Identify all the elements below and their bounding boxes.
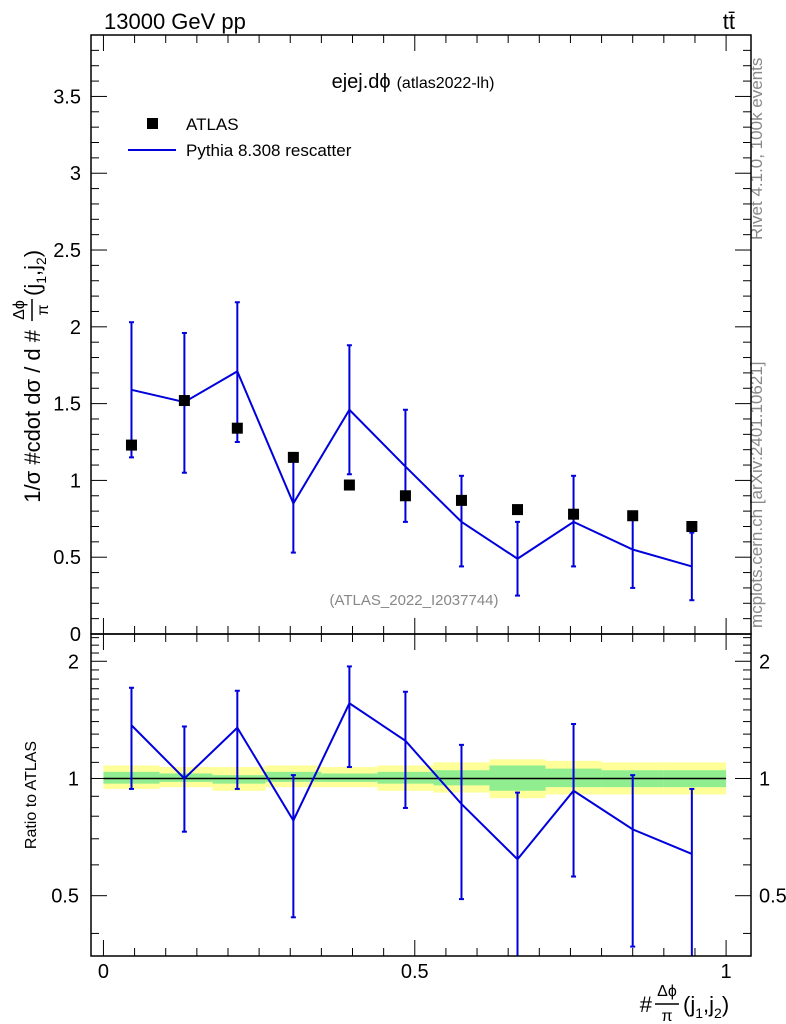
ratio-ytick-label-right: 1 xyxy=(759,768,770,790)
svg-text:Δϕ: Δϕ xyxy=(11,300,28,320)
main-ytick-label: 0 xyxy=(70,624,81,646)
atlas-data-point xyxy=(287,451,299,463)
atlas-data-point xyxy=(455,494,467,506)
main-ytick-label: 2.5 xyxy=(53,240,81,262)
energy-label: 13000 GeV pp xyxy=(104,9,246,34)
xaxis-label: # Δϕ π (j1,j2) xyxy=(640,983,729,1024)
svg-text:(j1,j2): (j1,j2) xyxy=(20,250,49,296)
ratio-plot-frame xyxy=(90,633,752,957)
atlas-data-point xyxy=(125,439,137,451)
process-label: tt̄ xyxy=(723,9,735,34)
main-ytick-label: 0.5 xyxy=(53,547,81,569)
ratio-series-line xyxy=(130,701,693,861)
xtick-label: 1 xyxy=(721,961,732,983)
xtick-label: 0.5 xyxy=(401,961,429,983)
svg-text:π: π xyxy=(35,304,52,315)
legend-data-label: ATLAS xyxy=(186,115,239,134)
atlas-data-point xyxy=(568,508,580,520)
atlas-data-point xyxy=(686,520,698,532)
main-ytick-label: 3 xyxy=(70,163,81,185)
ratio-ylabel: Ratio to ATLAS xyxy=(23,741,40,849)
main-ytick-label: 1.5 xyxy=(53,394,81,416)
mc-series-line xyxy=(131,369,693,568)
main-ytick-label: 3.5 xyxy=(53,86,81,108)
ratio-ytick-label-right: 0.5 xyxy=(759,886,786,908)
main-ylabel: 1/σ #cdot dσ / d # Δϕ π (j1,j2) xyxy=(11,250,52,503)
xtick-label: 0 xyxy=(98,961,109,983)
svg-text:1/σ #cdot dσ / d #: 1/σ #cdot dσ / d # xyxy=(20,329,45,502)
main-ytick-label: 2 xyxy=(70,317,81,339)
legend-data-marker xyxy=(147,118,158,129)
rivet-label: Rivet 4.1.0, 100k events xyxy=(747,58,766,240)
ratio-band-inner xyxy=(321,773,378,782)
ratio-ytick-label: 1 xyxy=(68,768,79,790)
ratio-axis-ticks: 0.5 0.5 1 1 2 2 0 0.5 1 xyxy=(51,634,786,983)
svg-text:#: # xyxy=(640,992,653,1017)
svg-text:π: π xyxy=(661,1008,672,1024)
atlas-data-point xyxy=(343,479,355,491)
analysis-watermark: (ATLAS_2022_I2037744) xyxy=(329,592,498,609)
atlas-data-point xyxy=(512,504,524,516)
main-plot-marks xyxy=(125,301,698,602)
ratio-band-inner xyxy=(212,775,266,784)
atlas-data-point xyxy=(627,510,639,522)
atlas-data-point xyxy=(178,395,190,407)
legend-mc-label: Pythia 8.308 rescatter xyxy=(186,141,352,160)
atlas-data-point xyxy=(231,422,243,434)
ratio-plot-marks xyxy=(128,665,695,956)
main-ytick-label: 1 xyxy=(70,470,81,492)
ratio-ytick-label: 2 xyxy=(68,651,79,673)
ratio-ytick-label-right: 2 xyxy=(759,651,770,673)
svg-text:Δϕ: Δϕ xyxy=(657,983,677,1000)
plot-title: ejej.dϕ (atlas2022-lh) xyxy=(332,71,495,93)
svg-text:(j1,j2): (j1,j2) xyxy=(683,992,729,1021)
main-axis-ticks: 0 0.5 1 1.5 2 2.5 3 3.5 xyxy=(53,35,751,646)
atlas-data-point xyxy=(399,490,411,502)
ratio-ytick-label: 0.5 xyxy=(51,886,79,908)
